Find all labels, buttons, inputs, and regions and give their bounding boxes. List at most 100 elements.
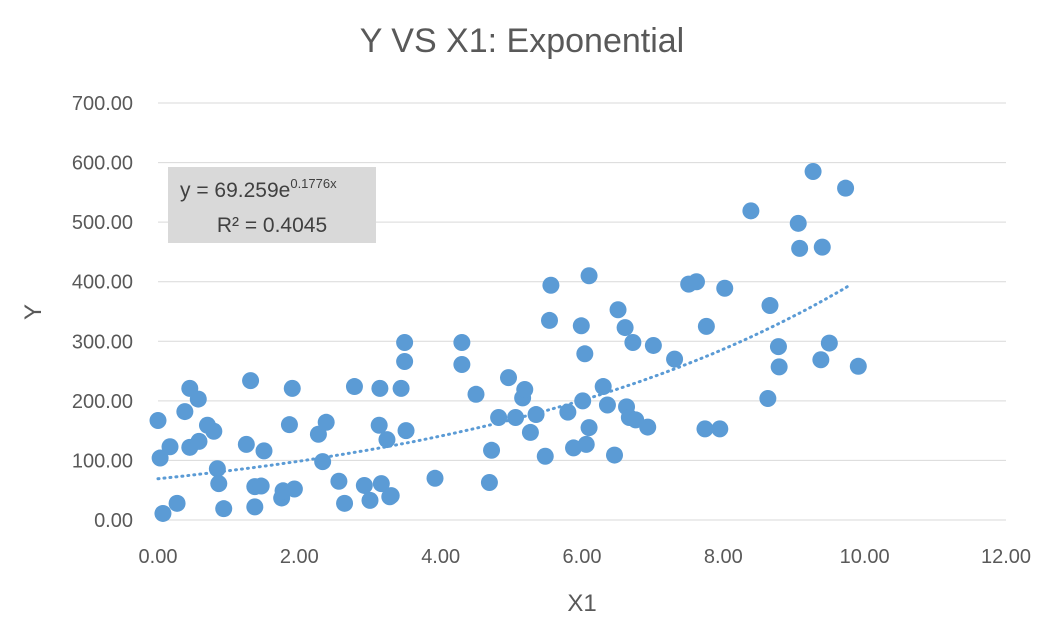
y-tick-label: 0.00 xyxy=(94,510,133,532)
data-point xyxy=(330,472,348,490)
data-point xyxy=(397,422,415,440)
y-tick-label: 400.00 xyxy=(72,272,133,294)
data-point xyxy=(577,435,595,453)
data-point xyxy=(521,423,539,441)
data-point xyxy=(507,409,525,427)
equation-label: y = 69.259e0.1776x R² = 0.4045 xyxy=(168,167,376,243)
data-point xyxy=(580,419,598,437)
trendline xyxy=(156,283,852,481)
r-squared-text: R² = 0.4045 xyxy=(217,214,327,237)
data-point xyxy=(453,356,471,374)
data-point xyxy=(205,422,223,440)
data-point xyxy=(237,435,255,453)
data-point xyxy=(813,238,831,256)
data-point xyxy=(542,276,560,294)
data-point xyxy=(500,369,518,387)
data-point xyxy=(697,317,715,335)
data-point xyxy=(252,477,270,495)
x-tick-label: 12.00 xyxy=(981,546,1031,568)
data-point xyxy=(190,432,208,450)
x-tick-label: 2.00 xyxy=(280,546,319,568)
x-axis-title: X1 xyxy=(567,590,596,617)
y-axis-tick-labels: 0.00 100.00 200.00 300.00 400.00 500.00 600.00… xyxy=(72,93,133,532)
data-point xyxy=(336,494,354,512)
data-point xyxy=(804,163,822,181)
data-point xyxy=(574,392,592,410)
data-point xyxy=(598,396,616,414)
data-point xyxy=(716,279,734,297)
data-point xyxy=(820,334,838,352)
data-point xyxy=(742,202,760,220)
data-point xyxy=(770,358,788,376)
data-point xyxy=(624,333,642,351)
data-point xyxy=(696,420,714,438)
data-point xyxy=(151,449,169,467)
y-tick-label: 500.00 xyxy=(72,212,133,234)
data-point xyxy=(527,406,545,424)
data-point xyxy=(666,350,684,368)
data-point xyxy=(246,498,264,516)
data-point xyxy=(812,351,830,369)
data-point xyxy=(280,416,298,434)
data-point xyxy=(396,353,414,371)
data-point xyxy=(687,273,705,291)
data-point xyxy=(345,378,363,396)
data-point xyxy=(161,438,179,456)
x-tick-label: 10.00 xyxy=(840,546,890,568)
data-point xyxy=(396,333,414,351)
scatter-points xyxy=(149,163,867,522)
data-point xyxy=(355,476,373,494)
data-point xyxy=(594,378,612,396)
data-point xyxy=(849,357,867,375)
data-point xyxy=(480,473,498,491)
data-point xyxy=(168,494,186,512)
data-point xyxy=(559,403,577,421)
equation-prefix: y = 69.259e xyxy=(180,179,290,202)
x-tick-label: 0.00 xyxy=(139,546,178,568)
y-tick-label: 100.00 xyxy=(72,450,133,472)
data-point xyxy=(378,431,396,449)
data-point xyxy=(711,420,729,438)
x-tick-label: 6.00 xyxy=(563,546,602,568)
data-point xyxy=(255,442,273,460)
chart-title: Y VS X1: Exponential xyxy=(360,22,684,60)
data-point xyxy=(215,500,233,518)
data-point xyxy=(516,381,534,399)
data-point xyxy=(149,412,167,430)
data-point xyxy=(609,301,627,319)
data-point xyxy=(644,336,662,354)
data-point xyxy=(572,317,590,335)
y-tick-label: 300.00 xyxy=(72,331,133,353)
data-point xyxy=(467,385,485,403)
data-point xyxy=(759,389,777,407)
data-point xyxy=(576,345,594,363)
data-point xyxy=(361,491,379,509)
data-point xyxy=(370,416,388,434)
data-point xyxy=(392,379,410,397)
data-point xyxy=(242,372,260,390)
data-point xyxy=(210,475,228,493)
data-point xyxy=(371,379,389,397)
data-point xyxy=(490,409,508,427)
data-point xyxy=(761,297,779,315)
data-point xyxy=(580,267,598,285)
x-axis-tick-labels: 0.00 2.00 4.00 6.00 8.00 10.00 12.00 xyxy=(139,546,1032,568)
data-point xyxy=(426,469,444,487)
x-tick-label: 4.00 xyxy=(421,546,460,568)
data-point xyxy=(314,453,332,471)
data-point xyxy=(789,214,807,232)
gridlines xyxy=(158,102,1006,521)
y-tick-label: 200.00 xyxy=(72,391,133,413)
x-tick-label: 8.00 xyxy=(704,546,743,568)
data-point xyxy=(639,418,657,436)
equation-box xyxy=(168,167,376,243)
data-point xyxy=(540,311,558,329)
data-point xyxy=(372,475,390,493)
data-point xyxy=(536,447,554,465)
data-point xyxy=(285,480,303,498)
data-point xyxy=(189,390,207,408)
data-point xyxy=(176,403,194,421)
data-point xyxy=(317,413,335,431)
data-point xyxy=(382,487,400,505)
